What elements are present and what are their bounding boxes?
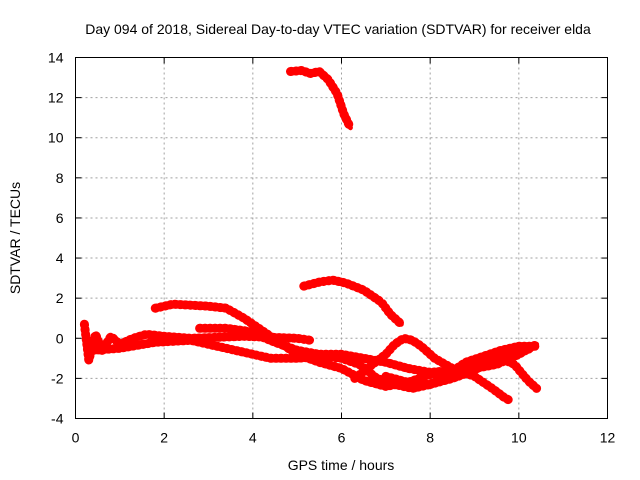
x-tick-label: 0 [72,430,80,446]
y-tick-label: 6 [56,210,64,226]
y-tick-label: 14 [48,50,64,66]
series-arc-9-marks [425,351,542,393]
series-arc-8-marks [381,343,537,389]
x-axis-label: GPS time / hours [288,457,395,473]
y-tick-label: -4 [51,411,64,427]
y-tick-label: 4 [56,250,64,266]
y-tick-label: 2 [56,290,64,306]
y-tick-label: -2 [51,370,64,386]
y-tick-label: 10 [48,130,64,146]
x-tick-label: 2 [160,430,168,446]
x-tick-label: 4 [249,430,257,446]
x-tick-label: 10 [511,430,527,446]
series-arc-2-marks [299,275,406,329]
y-axis-label: SDTVAR / TECUs [7,182,23,294]
y-tick-label: 0 [56,330,64,346]
chart-title: Day 094 of 2018, Sidereal Day-to-day VTE… [85,21,591,37]
x-tick-label: 12 [600,430,616,446]
x-tick-label: 6 [338,430,346,446]
series-arc-1-marks [286,66,355,133]
y-tick-label: 12 [48,90,64,106]
y-tick-label: 8 [56,170,64,186]
series-arc-7-marks [350,333,515,405]
x-tick-label: 8 [426,430,434,446]
